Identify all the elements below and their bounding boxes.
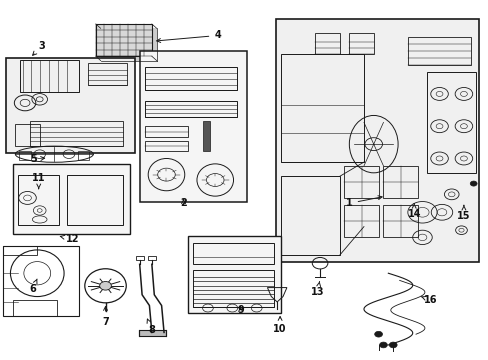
- Bar: [276, 19, 478, 262]
- Bar: [188, 235, 281, 313]
- Circle shape: [100, 282, 111, 290]
- Bar: [13, 300, 57, 316]
- Bar: [5, 58, 135, 153]
- Bar: [383, 205, 417, 237]
- Circle shape: [469, 181, 476, 186]
- Bar: [407, 37, 470, 65]
- Bar: [144, 67, 237, 90]
- Bar: [20, 60, 79, 92]
- Text: 16: 16: [420, 295, 437, 305]
- Text: 11: 11: [32, 173, 45, 189]
- Text: 13: 13: [310, 282, 324, 297]
- Bar: [144, 101, 237, 117]
- Bar: [30, 121, 122, 146]
- Bar: [13, 164, 130, 234]
- Bar: [3, 246, 79, 316]
- Bar: [281, 54, 363, 162]
- Text: 8: 8: [147, 319, 155, 335]
- Bar: [344, 205, 378, 237]
- Text: 14: 14: [407, 203, 420, 219]
- Bar: [144, 140, 188, 151]
- Text: 3: 3: [33, 41, 45, 55]
- Bar: [281, 176, 339, 255]
- Text: 15: 15: [456, 205, 470, 221]
- Bar: [427, 72, 475, 173]
- Bar: [140, 51, 246, 202]
- Bar: [136, 256, 143, 260]
- Bar: [344, 166, 378, 198]
- Bar: [88, 63, 127, 85]
- Text: 7: 7: [102, 306, 109, 327]
- Polygon shape: [101, 28, 157, 60]
- Text: 1: 1: [345, 196, 381, 208]
- Bar: [144, 126, 188, 137]
- Bar: [383, 166, 417, 198]
- Bar: [348, 33, 373, 54]
- Bar: [15, 125, 40, 146]
- Text: 5: 5: [30, 154, 44, 164]
- Text: 6: 6: [29, 279, 37, 294]
- Text: 4: 4: [156, 31, 221, 42]
- Circle shape: [374, 331, 382, 337]
- Circle shape: [379, 342, 386, 348]
- Bar: [66, 175, 122, 225]
- Bar: [96, 24, 152, 56]
- Bar: [148, 256, 156, 260]
- Text: 12: 12: [60, 234, 80, 244]
- Bar: [19, 150, 31, 159]
- Bar: [193, 270, 273, 307]
- Text: 10: 10: [273, 316, 286, 334]
- Bar: [139, 329, 165, 336]
- Bar: [3, 246, 37, 255]
- Bar: [315, 33, 339, 54]
- Bar: [193, 243, 273, 264]
- Text: 2: 2: [180, 198, 186, 208]
- Circle shape: [388, 342, 396, 348]
- Text: 9: 9: [237, 305, 244, 315]
- Bar: [18, 175, 59, 225]
- Bar: [78, 150, 89, 159]
- Bar: [203, 121, 210, 151]
